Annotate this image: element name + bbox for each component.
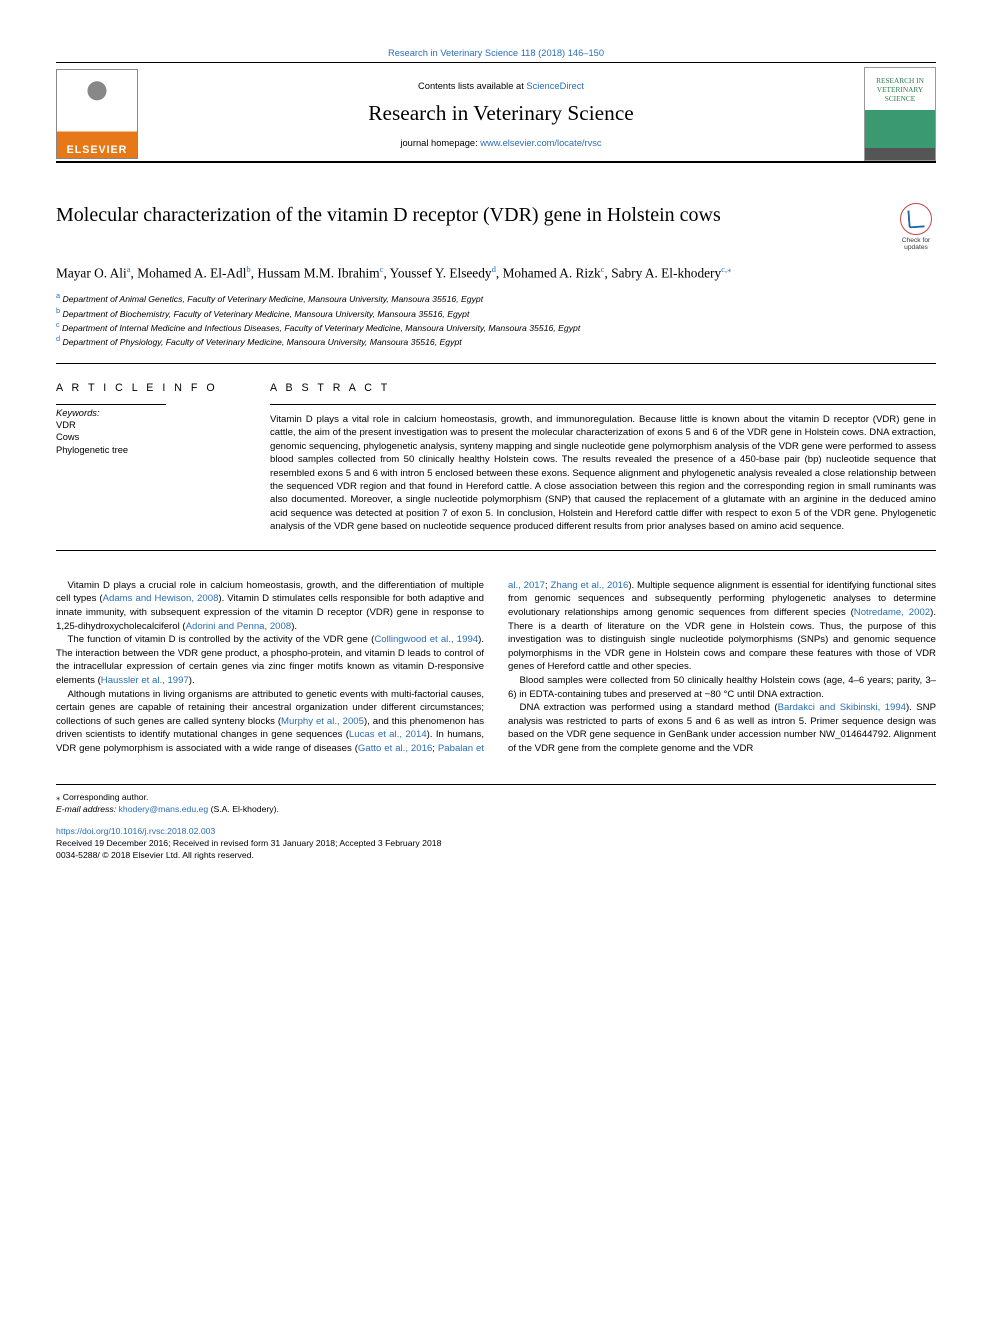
body-para: DNA extraction was performed using a sta… <box>508 701 936 755</box>
author-name: Hussam M.M. Ibrahim <box>257 265 379 280</box>
article-title: Molecular characterization of the vitami… <box>56 203 888 228</box>
article-info-head: A R T I C L E I N F O <box>56 382 242 394</box>
homepage-line: journal homepage: www.elsevier.com/locat… <box>154 138 848 148</box>
short-rule <box>56 404 166 405</box>
affiliation-sup: b <box>246 264 250 274</box>
elsevier-tree-icon <box>72 74 122 130</box>
bookmark-icon <box>907 209 924 228</box>
affiliation-line: a Department of Animal Genetics, Faculty… <box>56 291 936 305</box>
abstract-column: A B S T R A C T Vitamin D plays a vital … <box>270 382 936 534</box>
cover-barcode <box>865 148 935 160</box>
keyword: Phylogenetic tree <box>56 444 242 457</box>
citation-link[interactable]: Collingwood et al., 1994 <box>374 634 478 645</box>
author-name: Mohamed A. Rizk <box>503 265 601 280</box>
email-label: E-mail address: <box>56 804 119 814</box>
contents-line: Contents lists available at ScienceDirec… <box>154 81 848 91</box>
affiliation-sup: c <box>380 264 384 274</box>
corresponding-author: ⁎ Corresponding author. <box>56 791 936 803</box>
article-info-column: A R T I C L E I N F O Keywords: VDRCowsP… <box>56 382 242 534</box>
body-para: The function of vitamin D is controlled … <box>56 633 484 687</box>
keywords-label: Keywords: <box>56 408 242 418</box>
body-text: Vitamin D plays a crucial role in calciu… <box>56 579 936 756</box>
homepage-label: journal homepage: <box>400 138 480 148</box>
affiliation-line: d Department of Physiology, Faculty of V… <box>56 334 936 348</box>
citation-link[interactable]: Notredame, 2002 <box>854 607 930 618</box>
doi-link[interactable]: https://doi.org/10.1016/j.rvsc.2018.02.0… <box>56 825 936 837</box>
affiliation-sup: c,⁎ <box>721 264 731 274</box>
updates-badge-text: Check for updates <box>896 237 936 251</box>
elsevier-logo-text: ELSEVIER <box>67 144 128 156</box>
updates-circle-icon <box>900 203 932 235</box>
affiliation-sup: a <box>127 264 131 274</box>
citation-link[interactable]: Gatto et al., 2016 <box>358 743 432 754</box>
header-center: Contents lists available at ScienceDirec… <box>154 75 848 154</box>
running-header: Research in Veterinary Science 118 (2018… <box>56 48 936 58</box>
citation-link[interactable]: Adorini and Penna, 2008 <box>186 621 292 632</box>
affiliation-sup: d <box>492 264 496 274</box>
journal-header: ELSEVIER Contents lists available at Sci… <box>56 62 936 163</box>
citation-link[interactable]: Bardakci and Skibinski, 1994 <box>778 702 906 713</box>
email-suffix: (S.A. El-khodery). <box>208 804 279 814</box>
homepage-link[interactable]: www.elsevier.com/locate/rvsc <box>480 138 601 148</box>
author-name: Mayar O. Ali <box>56 265 127 280</box>
abstract-rule <box>270 404 936 405</box>
contents-prefix: Contents lists available at <box>418 81 526 91</box>
citation-link[interactable]: Lucas et al., 2014 <box>349 729 427 740</box>
affiliation-sup: c <box>601 264 605 274</box>
email-line: E-mail address: khodery@mans.edu.eg (S.A… <box>56 803 936 815</box>
citation-link[interactable]: Murphy et al., 2005 <box>281 716 364 727</box>
author-name: Mohamed A. El-Adl <box>137 265 246 280</box>
citation-link[interactable]: Adams and Hewison, 2008 <box>103 593 219 604</box>
divider <box>56 550 936 551</box>
journal-cover-thumb: RESEARCH IN VETERINARY SCIENCE <box>864 67 936 161</box>
abstract-head: A B S T R A C T <box>270 382 936 394</box>
cover-title: RESEARCH IN VETERINARY SCIENCE <box>865 68 935 110</box>
authors-list: Mayar O. Alia, Mohamed A. El-Adlb, Hussa… <box>56 263 936 283</box>
divider <box>56 363 936 364</box>
elsevier-logo: ELSEVIER <box>56 69 138 159</box>
affiliation-line: c Department of Internal Medicine and In… <box>56 320 936 334</box>
keyword: VDR <box>56 419 242 432</box>
citation-link[interactable]: Zhang et al., 2016 <box>551 580 629 591</box>
footer: ⁎ Corresponding author. E-mail address: … <box>56 784 936 862</box>
citation-link[interactable]: Haussler et al., 1997 <box>101 675 189 686</box>
author-name: Youssef Y. Elseedy <box>390 265 492 280</box>
body-para: Vitamin D plays a crucial role in calciu… <box>56 579 484 633</box>
journal-name: Research in Veterinary Science <box>154 101 848 126</box>
article-dates: Received 19 December 2016; Received in r… <box>56 837 936 849</box>
sciencedirect-link[interactable]: ScienceDirect <box>526 81 584 91</box>
affiliation-line: b Department of Biochemistry, Faculty of… <box>56 306 936 320</box>
keyword: Cows <box>56 431 242 444</box>
email-link[interactable]: khodery@mans.edu.eg <box>119 804 209 814</box>
cover-image-area <box>865 110 935 148</box>
affiliations: a Department of Animal Genetics, Faculty… <box>56 291 936 349</box>
abstract-text: Vitamin D plays a vital role in calcium … <box>270 413 936 534</box>
copyright: 0034-5288/ © 2018 Elsevier Ltd. All righ… <box>56 849 936 861</box>
body-para: Blood samples were collected from 50 cli… <box>508 674 936 701</box>
author-name: Sabry A. El-khodery <box>611 265 721 280</box>
check-updates-badge[interactable]: Check for updates <box>896 203 936 251</box>
